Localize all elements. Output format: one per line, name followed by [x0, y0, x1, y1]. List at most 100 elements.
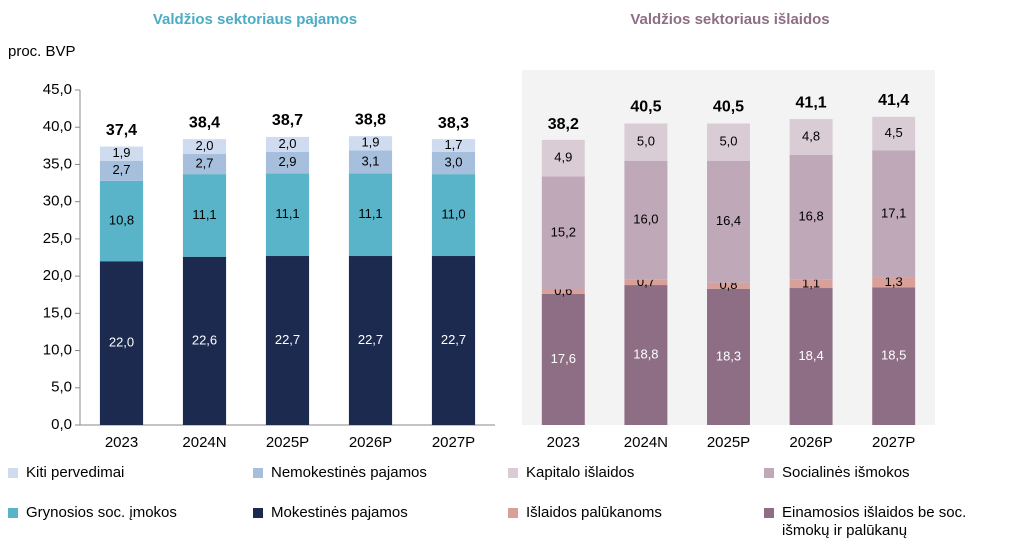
data-label: 10,8: [109, 212, 134, 227]
legend-swatch: [764, 468, 774, 478]
y-tick-label: 35,0: [43, 155, 72, 172]
total-label: 41,4: [878, 92, 909, 109]
x-tick-label: 2023: [105, 434, 138, 451]
total-label: 38,7: [272, 112, 303, 129]
x-tick-label: 2023: [547, 434, 580, 451]
legend-swatch: [8, 468, 18, 478]
bar-segment: [789, 119, 833, 155]
bar-segment: [99, 146, 144, 161]
bar-segment: [541, 176, 585, 290]
legend-item: Mokestinės pajamos: [253, 504, 498, 522]
legend: Kapitalo išlaidos Socialinės išmokos Išlai…: [508, 464, 1020, 540]
y-axis-label: proc. BVP: [8, 43, 76, 60]
data-label: 16,0: [633, 212, 658, 227]
data-label: 4,8: [802, 128, 820, 143]
bar-segment: [265, 256, 310, 425]
legend-label: Nemokestinės pajamos: [271, 464, 427, 481]
data-label: 5,0: [637, 134, 655, 149]
data-label: 1,9: [112, 145, 130, 160]
x-tick-label: 2025P: [266, 434, 309, 451]
y-tick-label: 25,0: [43, 230, 72, 247]
data-label: 4,9: [554, 150, 572, 165]
data-label: 2,7: [112, 162, 130, 177]
legend-item: Išlaidos palūkanoms: [508, 504, 764, 540]
total-label: 40,5: [713, 99, 744, 116]
bar-segment: [182, 139, 227, 155]
total-label: 38,2: [548, 116, 579, 133]
bar-segment: [707, 123, 750, 161]
data-label: 22,7: [441, 332, 466, 347]
legend-label: Einamosios išlaidos be soc. išmokų ir pa…: [782, 504, 967, 539]
data-label: 2,0: [278, 136, 296, 151]
bar-segment: [624, 160, 668, 280]
legend-swatch: [764, 508, 774, 518]
bar-segment: [541, 289, 585, 294]
bar-segment: [707, 160, 750, 283]
legend-item: Grynosios soc. įmokos: [8, 504, 253, 522]
bar-segment: [182, 174, 227, 257]
legend-swatch: [8, 508, 18, 518]
total-label: 40,5: [630, 99, 661, 116]
total-label: 41,1: [796, 94, 827, 111]
bar-segment: [348, 173, 393, 257]
legend-swatch: [253, 508, 263, 518]
bar-segment: [182, 256, 227, 425]
y-tick-label: 20,0: [43, 267, 72, 284]
y-tick-label: 30,0: [43, 193, 72, 210]
y-tick-label: 10,0: [43, 342, 72, 359]
data-label: 22,0: [109, 335, 134, 350]
bar-segment: [265, 151, 310, 174]
legend-label: Socialinės išmokos: [782, 464, 910, 481]
x-tick-label: 2024N: [182, 434, 226, 451]
data-label: 16,4: [716, 213, 741, 228]
legend-item: Kiti pervedimai: [8, 464, 253, 482]
data-label: 11,1: [358, 206, 382, 221]
data-label: 2,9: [278, 154, 296, 169]
bar-segment: [431, 256, 476, 425]
legend-swatch: [253, 468, 263, 478]
bar-segment: [431, 151, 476, 175]
total-label: 38,4: [189, 114, 220, 131]
legend-label: Grynosios soc. įmokos: [26, 504, 177, 521]
chart-title: Valdžios sektoriaus išlaidos: [630, 11, 829, 28]
data-label: 22,6: [192, 332, 217, 347]
bar-segment: [872, 277, 916, 288]
chart-title: Valdžios sektoriaus pajamos: [153, 11, 357, 28]
bar-segment: [541, 293, 585, 425]
legend-item: Socialinės išmokos: [764, 464, 1020, 482]
bar-segment: [872, 287, 916, 425]
bar-segment: [624, 123, 668, 161]
bar-segment: [265, 173, 310, 257]
y-tick-label: 15,0: [43, 304, 72, 321]
bar-segment: [348, 150, 393, 174]
data-label: 18,5: [881, 348, 906, 363]
data-label: 11,1: [275, 206, 299, 221]
bar-segment: [707, 288, 750, 425]
data-label: 16,8: [798, 209, 823, 224]
x-tick-label: 2026P: [349, 434, 392, 451]
legend-label: Kiti pervedimai: [26, 464, 125, 481]
y-tick-label: 40,0: [43, 118, 72, 135]
bar-segment: [265, 136, 310, 152]
bar-segment: [431, 139, 476, 152]
legend-item: Einamosios išlaidos be soc. išmokų ir pa…: [764, 504, 1020, 540]
data-label: 1,3: [885, 274, 903, 289]
bar-segment: [182, 154, 227, 175]
bar-segment: [541, 139, 585, 177]
x-tick-label: 2027P: [872, 434, 915, 451]
bar-segment: [789, 154, 833, 280]
data-label: 3,0: [444, 154, 462, 169]
bar-segment: [872, 150, 916, 278]
legend-label: Išlaidos palūkanoms: [526, 504, 662, 521]
data-label: 11,1: [192, 207, 216, 222]
bar-segment: [707, 282, 750, 289]
total-label: 37,4: [106, 122, 137, 139]
data-label: 22,7: [275, 332, 300, 347]
bar-segment: [348, 136, 393, 151]
data-label: 22,7: [358, 332, 383, 347]
data-label: 18,8: [633, 346, 658, 361]
data-label: 2,7: [195, 156, 213, 171]
legend-label: Mokestinės pajamos: [271, 504, 408, 521]
bar-segment: [431, 174, 476, 257]
bar-segment: [789, 279, 833, 289]
